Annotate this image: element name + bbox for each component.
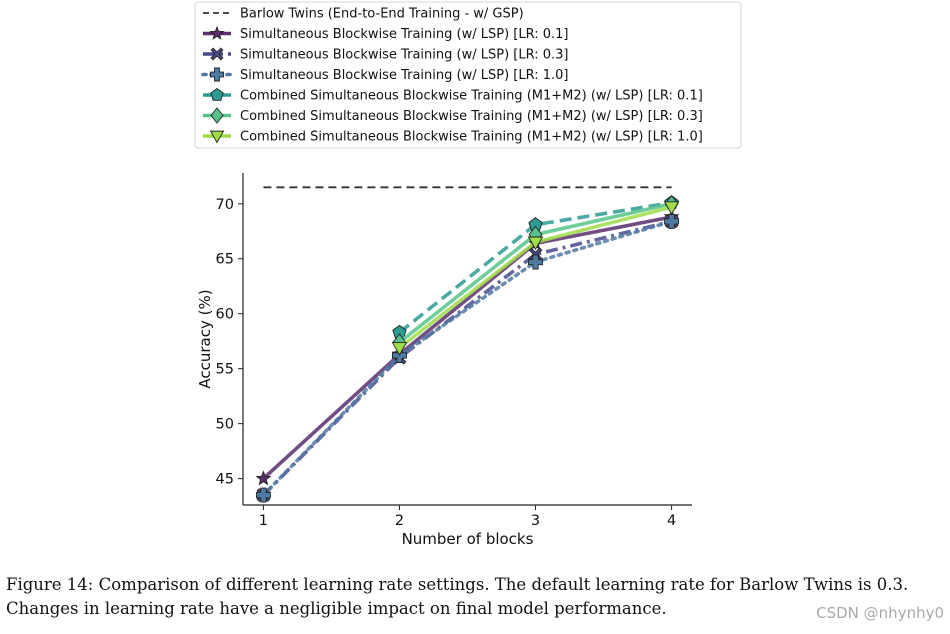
data-point bbox=[391, 342, 408, 356]
data-point bbox=[663, 201, 680, 215]
data-point bbox=[255, 487, 271, 503]
legend-marker bbox=[210, 87, 224, 101]
series-line bbox=[261, 219, 674, 497]
legend-entry: Simultaneous Blockwise Training (w/ LSP)… bbox=[203, 25, 568, 42]
legend-marker bbox=[209, 130, 225, 144]
series-2 bbox=[256, 214, 679, 503]
series-1 bbox=[255, 208, 680, 486]
series-line bbox=[262, 215, 672, 480]
data-point bbox=[528, 254, 543, 270]
y-tick-label: 55 bbox=[216, 362, 234, 378]
data-point bbox=[664, 213, 680, 229]
figure-caption: Figure 14: Comparison of different learn… bbox=[6, 575, 909, 618]
legend-label: Simultaneous Blockwise Training (w/ LSP)… bbox=[240, 68, 568, 83]
axes: 45 50 55 60 65 70 1 2 3 4 Number of blocks Accuracy… bbox=[196, 173, 692, 548]
chart: Barlow Twins (End-to-End Training - w/ G… bbox=[194, 1, 742, 548]
x-tick-label: 4 bbox=[667, 513, 676, 529]
series-6 bbox=[391, 201, 680, 356]
legend-marker bbox=[210, 107, 224, 124]
series-3 bbox=[255, 213, 680, 503]
y-tick-label: 70 bbox=[216, 197, 234, 213]
x-tick-label: 2 bbox=[395, 513, 404, 529]
legend-label: Barlow Twins (End-to-End Training - w/ G… bbox=[240, 7, 524, 22]
legend-entry: Combined Simultaneous Blockwise Training… bbox=[203, 130, 703, 145]
legend-entry: Barlow Twins (End-to-End Training - w/ G… bbox=[203, 7, 524, 22]
legend-label: Combined Simultaneous Blockwise Training… bbox=[240, 130, 703, 145]
data-point bbox=[255, 470, 272, 486]
legend-label: Simultaneous Blockwise Training (w/ LSP)… bbox=[240, 27, 568, 42]
y-tick-label: 45 bbox=[216, 472, 234, 488]
legend-label: Combined Simultaneous Blockwise Training… bbox=[240, 109, 703, 124]
y-axis-label: Accuracy (%) bbox=[196, 289, 214, 388]
y-tick-label: 50 bbox=[216, 417, 234, 433]
legend-entry: Simultaneous Blockwise Training (w/ LSP)… bbox=[203, 48, 568, 63]
legend-entry: Combined Simultaneous Blockwise Training… bbox=[203, 87, 703, 104]
x-tick-label: 1 bbox=[259, 513, 268, 529]
legend-label: Combined Simultaneous Blockwise Training… bbox=[240, 89, 703, 104]
legend-marker bbox=[210, 67, 224, 82]
legend-entry: Combined Simultaneous Blockwise Training… bbox=[203, 107, 703, 124]
legend-marker bbox=[210, 47, 224, 61]
legend: Barlow Twins (End-to-End Training - w/ G… bbox=[194, 1, 742, 149]
y-tick-label: 60 bbox=[216, 307, 234, 323]
y-tick-label: 65 bbox=[216, 252, 234, 268]
series-line bbox=[262, 219, 673, 497]
legend-box bbox=[194, 1, 742, 149]
plot-area bbox=[255, 186, 680, 503]
watermark: CSDN @nhynhy0 bbox=[816, 604, 944, 622]
legend-label: Simultaneous Blockwise Training (w/ LSP)… bbox=[240, 48, 568, 63]
legend-marker bbox=[209, 25, 225, 40]
data-point bbox=[527, 236, 544, 251]
x-axis-label: Number of blocks bbox=[402, 530, 534, 548]
x-tick-label: 3 bbox=[531, 513, 540, 529]
legend-entry: Simultaneous Blockwise Training (w/ LSP)… bbox=[201, 67, 568, 83]
